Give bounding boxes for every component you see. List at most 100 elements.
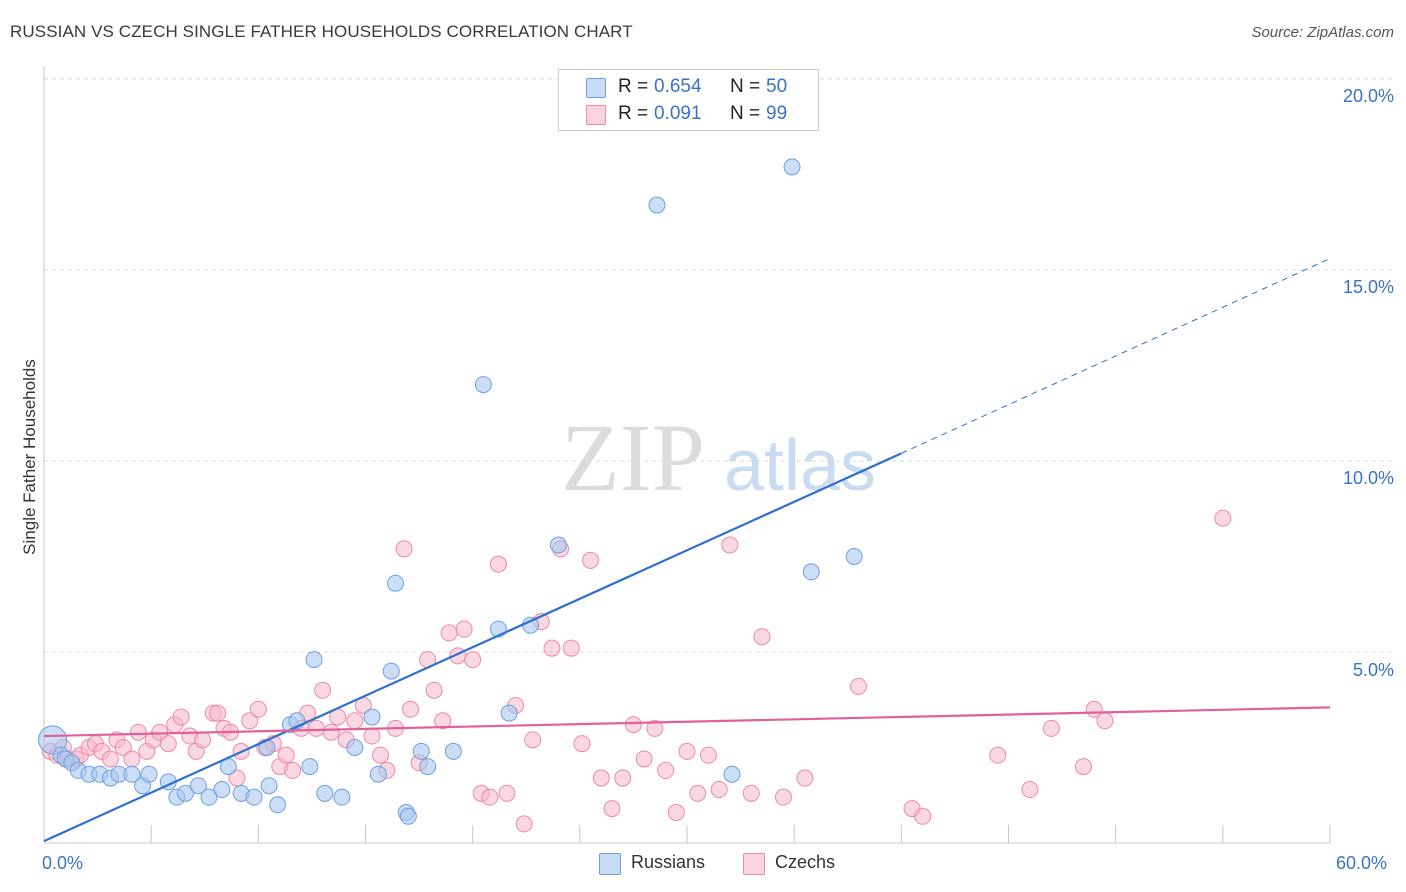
czechs-point xyxy=(402,700,420,718)
czechs-point xyxy=(434,712,452,730)
watermark: ZIP atlas xyxy=(561,404,876,511)
czechs-point xyxy=(989,746,1007,764)
legend-swatch-czechs xyxy=(586,105,606,125)
czechs-point xyxy=(159,735,177,753)
czechs-point xyxy=(699,746,717,764)
russians-point xyxy=(549,536,567,554)
czechs-point xyxy=(1096,712,1114,730)
czechs-point xyxy=(678,742,696,760)
correlation-legend: R = 0.654 N = 50 R = 0.091 N = 99 xyxy=(558,69,819,131)
czechs-point xyxy=(742,784,760,802)
russians-point xyxy=(123,765,141,783)
czechs-point xyxy=(314,681,332,699)
czechs-point xyxy=(425,681,443,699)
russians-point xyxy=(723,765,741,783)
czechs-point xyxy=(172,708,190,726)
czechs-point xyxy=(481,788,499,806)
russians-point xyxy=(346,739,364,756)
czechs-point xyxy=(635,750,653,768)
czechs-point xyxy=(440,624,458,642)
czechs-point xyxy=(372,746,390,764)
russians-trend-line xyxy=(43,452,902,843)
russians-point xyxy=(648,196,666,214)
russians-point xyxy=(301,758,319,776)
czechs-point xyxy=(603,800,621,818)
russians-point xyxy=(802,563,820,581)
watermark-atlas: atlas xyxy=(724,426,876,506)
czechs-point xyxy=(464,651,482,669)
czechs-point xyxy=(543,639,561,657)
legend-r-label: R = xyxy=(618,103,649,124)
chart-title: RUSSIAN VS CZECH SINGLE FATHER HOUSEHOLD… xyxy=(10,22,633,41)
y-axis-label: Single Father Households xyxy=(20,359,39,555)
czechs-point xyxy=(796,769,814,787)
russians-point xyxy=(363,708,381,726)
czechs-point xyxy=(562,639,580,657)
czechs-point xyxy=(241,712,259,730)
czechs-point xyxy=(114,739,132,756)
czechs-point xyxy=(209,704,227,722)
czechs-point xyxy=(524,731,542,749)
russians-point xyxy=(387,574,405,592)
czechs-point xyxy=(322,723,340,741)
czechs-point xyxy=(657,761,675,779)
czechs-point xyxy=(101,750,119,768)
russians-point xyxy=(474,376,492,394)
czechs-point xyxy=(914,807,932,825)
czechs-point xyxy=(284,761,302,779)
legend-n-value: 99 xyxy=(766,103,788,124)
russians-point xyxy=(316,784,334,802)
trend-lines xyxy=(43,258,1331,843)
legend-label-czechs: Czechs xyxy=(775,852,836,872)
czechs-point xyxy=(307,719,325,737)
legend-row-czechs: R = 0.091 N = 99 xyxy=(559,102,818,128)
grid-layer xyxy=(44,78,1392,653)
russians-point xyxy=(260,777,278,795)
russians-point xyxy=(382,662,400,680)
russians-point xyxy=(176,784,194,802)
legend-r-value: 0.654 xyxy=(654,76,702,97)
y-tick-label: 10.0% xyxy=(1342,468,1394,488)
czechs-point xyxy=(515,815,533,833)
czechs-point xyxy=(573,735,591,753)
czechs-point xyxy=(395,540,413,558)
czechs-point xyxy=(194,731,212,749)
legend-r-label: R = xyxy=(618,76,649,97)
czechs-point xyxy=(774,788,792,806)
russians-point xyxy=(399,807,417,825)
legend-n-value: 50 xyxy=(766,76,788,97)
legend-row-russians: R = 0.654 N = 50 xyxy=(559,75,818,101)
russians-point xyxy=(412,742,430,760)
czechs-point xyxy=(129,723,147,741)
legend-n-label: N = xyxy=(730,103,761,124)
y-tick-label: 15.0% xyxy=(1342,277,1394,297)
russians-point xyxy=(189,777,207,795)
czechs-point xyxy=(646,719,664,737)
legend-label-russians: Russians xyxy=(631,852,706,872)
axis-layer xyxy=(43,66,1331,844)
czechs-point xyxy=(455,620,473,638)
russians-trend-extension xyxy=(901,258,1331,454)
czechs-point xyxy=(1214,509,1232,527)
legend-r-value: 0.091 xyxy=(654,103,702,124)
legend-swatch-russians xyxy=(599,853,621,875)
watermark-zip: ZIP xyxy=(561,404,705,511)
russians-point xyxy=(444,742,462,760)
czechs-point xyxy=(363,727,381,745)
russians-point xyxy=(845,548,863,565)
czechs-point xyxy=(721,536,739,554)
czechs-point xyxy=(1075,758,1093,776)
czechs-point xyxy=(689,784,707,802)
czechs-point xyxy=(624,716,642,734)
czechs-point xyxy=(123,750,141,768)
legend-swatch-russians xyxy=(586,78,606,98)
russians-point xyxy=(140,765,158,783)
russians-point xyxy=(305,651,323,669)
czechs-point xyxy=(753,628,771,646)
russians-point xyxy=(500,704,518,722)
russians-point xyxy=(200,788,218,806)
russians-point xyxy=(419,758,437,776)
czechs-point xyxy=(849,677,867,695)
legend-swatch-czechs xyxy=(743,853,765,875)
